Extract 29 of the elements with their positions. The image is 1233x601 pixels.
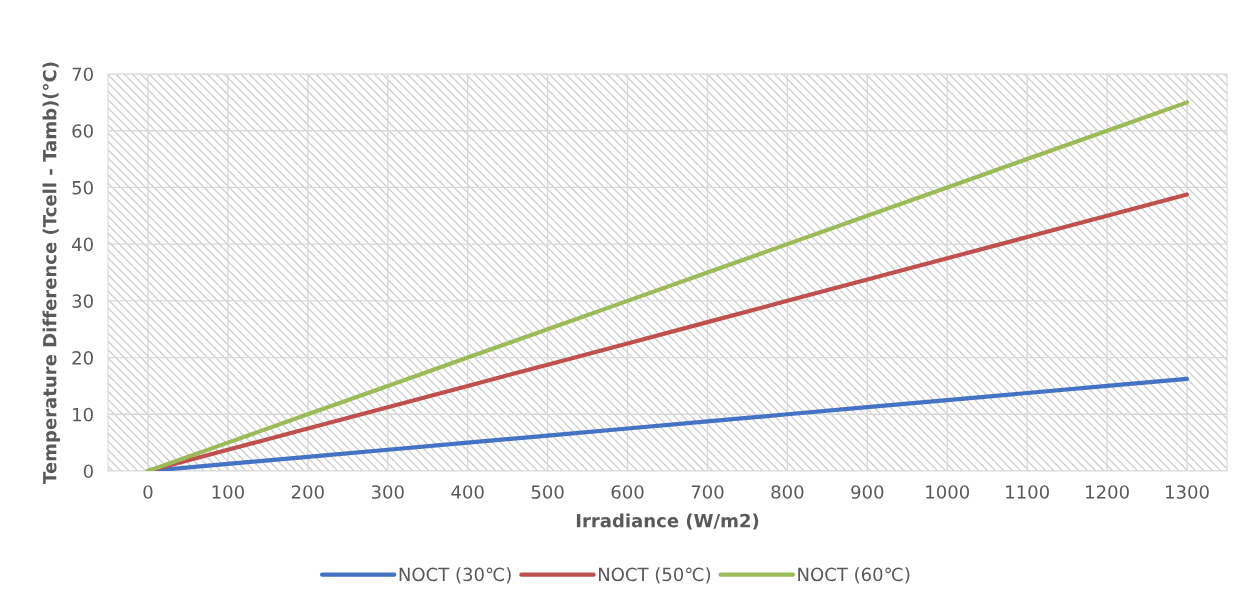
x-tick-label: 1300 [1166, 485, 1209, 499]
y-tick-label: 50 [72, 180, 93, 195]
y-tick-label: 20 [72, 351, 93, 365]
x-tick-label: 100 [212, 485, 244, 499]
legend-label: NOCT (50℃) [598, 567, 711, 584]
x-tick-label: 400 [451, 485, 484, 499]
x-tick-label: 1200 [1086, 485, 1129, 499]
x-tick-label: 900 [851, 485, 884, 499]
x-axis-title: Irradiance (W/m2) [576, 513, 759, 530]
x-tick-label: 300 [371, 485, 404, 499]
x-tick-label: 500 [531, 485, 564, 499]
y-tick-label: 10 [73, 407, 93, 422]
y-axis-title: Temperature Difference (Tcell - Tamb)(°C) [42, 62, 61, 484]
x-tick-label: 1000 [926, 485, 970, 499]
y-tick-label: 40 [72, 237, 93, 252]
x-tick-label: 600 [611, 485, 644, 499]
x-tick-label: 800 [771, 485, 804, 499]
y-tick-label: 60 [72, 124, 93, 138]
y-tick-label: 0 [83, 464, 93, 479]
legend-label: NOCT (30℃) [399, 567, 511, 584]
legend-label: NOCT (60℃) [798, 567, 910, 584]
x-tick-label: 200 [291, 485, 324, 499]
line-series [145, 192, 1190, 471]
y-tick-label: 70 [72, 67, 93, 82]
x-tick-label: 700 [691, 485, 724, 499]
y-tick-label: 30 [72, 294, 93, 308]
x-tick-label: 1100 [1006, 485, 1049, 499]
x-tick-label: 0 [143, 485, 153, 499]
line-series [145, 100, 1190, 471]
